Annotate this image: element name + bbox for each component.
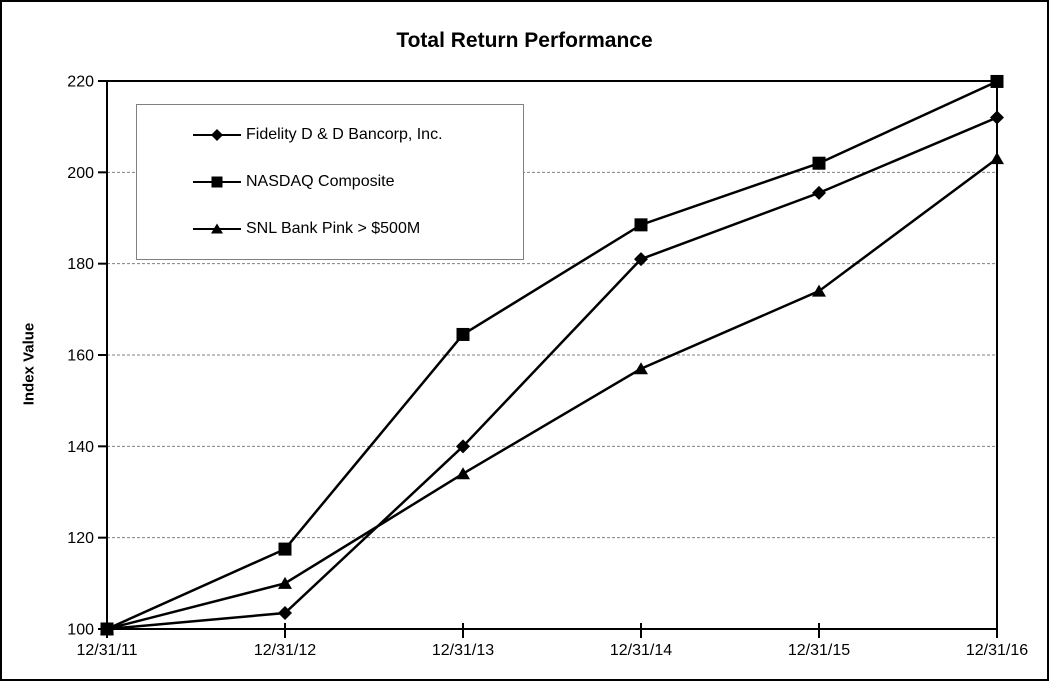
square-marker (634, 218, 648, 232)
diamond-marker (456, 439, 470, 454)
x-tick-label: 12/31/12 (254, 642, 316, 659)
square-marker (278, 542, 292, 556)
legend-item: Fidelity D & D Bancorp, Inc. (193, 126, 523, 144)
square-marker (812, 156, 826, 170)
diamond-marker (634, 252, 648, 267)
legend-item-label: NASDAQ Composite (246, 172, 395, 190)
series-line-0 (106, 116, 998, 631)
y-tick-label: 100 (67, 622, 94, 639)
legend-item-label: Fidelity D & D Bancorp, Inc. (246, 125, 443, 143)
legend-item-label: SNL Bank Pink > $500M (246, 220, 421, 238)
square-marker-icon (193, 176, 241, 188)
diamond-marker (812, 185, 826, 200)
y-tick-label: 200 (67, 165, 94, 182)
y-tick-label: 180 (67, 256, 94, 273)
x-tick-label: 12/31/16 (966, 642, 1028, 659)
triangle-marker (278, 576, 292, 589)
diamond-marker (990, 110, 1004, 125)
diamond-marker (278, 606, 292, 621)
triangle-marker (634, 362, 648, 375)
square-marker (100, 622, 114, 636)
series-line-1 (106, 80, 998, 631)
legend-item: SNL Bank Pink > $500M (193, 220, 523, 238)
y-tick-label: 160 (67, 348, 94, 365)
diamond-marker-icon (193, 128, 241, 141)
y-tick-label: 140 (67, 439, 94, 456)
legend-item: NASDAQ Composite (193, 173, 523, 191)
x-tick-label: 12/31/13 (432, 642, 494, 659)
triangle-marker-icon (193, 223, 241, 234)
legend: Fidelity D & D Bancorp, Inc. NASDAQ Compo… (136, 104, 524, 260)
series-line-2 (106, 157, 998, 631)
triangle-marker (812, 284, 826, 297)
x-tick-label: 12/31/15 (788, 642, 850, 659)
x-tick-label: 12/31/11 (76, 642, 137, 659)
triangle-marker (990, 152, 1004, 165)
triangle-marker (456, 467, 470, 480)
square-marker (456, 327, 470, 341)
x-tick-label: 12/31/14 (610, 642, 672, 659)
chart-title: Total Return Performance (396, 29, 653, 52)
square-marker (990, 74, 1004, 88)
y-tick-label: 120 (67, 530, 94, 547)
y-tick-label: 220 (67, 74, 94, 91)
